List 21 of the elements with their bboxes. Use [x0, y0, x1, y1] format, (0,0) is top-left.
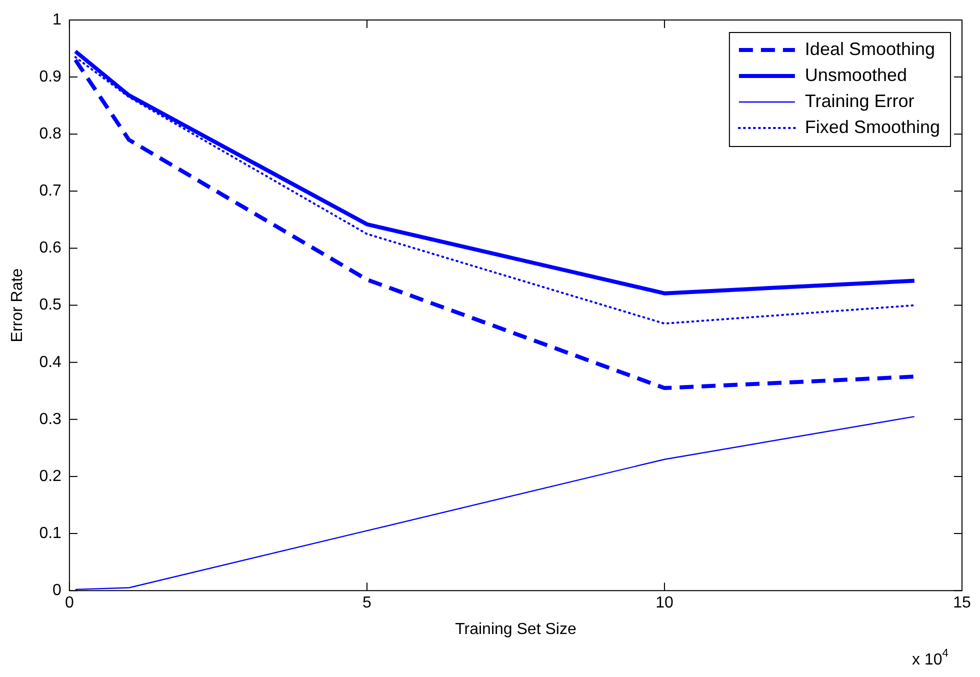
- legend-label: Fixed Smoothing: [804, 116, 940, 137]
- y-tick-label: 0.9: [39, 68, 62, 86]
- y-tick-label: 0.7: [39, 182, 62, 200]
- y-tick-label: 0.8: [39, 126, 62, 143]
- y-tick-label: 0.5: [39, 296, 62, 314]
- legend-label: Ideal Smoothing: [804, 38, 936, 59]
- x-tick-label: 15: [953, 594, 971, 612]
- y-tick-label: 0.2: [39, 468, 62, 485]
- x-tick-label: 10: [656, 594, 674, 612]
- y-tick-label: 0.1: [39, 524, 62, 542]
- y-tick-label: 0: [52, 582, 62, 600]
- y-axis-title: Error Rate: [9, 268, 26, 342]
- y-tick-label: 0.4: [39, 354, 62, 371]
- legend-label: Training Error: [804, 90, 914, 111]
- legend-label: Unsmoothed: [804, 64, 907, 85]
- y-tick-label: 0.6: [39, 240, 62, 257]
- x-axis-title: Training Set Size: [455, 620, 576, 638]
- y-tick-label: 0.3: [39, 410, 62, 428]
- x-tick-label: 5: [362, 594, 372, 612]
- x-tick-label: 0: [64, 594, 74, 612]
- y-tick-label: 1: [52, 11, 62, 28]
